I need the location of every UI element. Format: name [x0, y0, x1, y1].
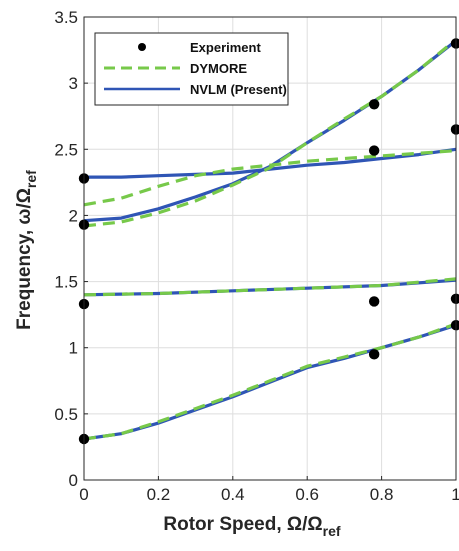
experiment-point [450, 320, 459, 331]
y-tick-label: 0.5 [54, 405, 78, 424]
y-axis-label: Frequency, ω/Ωref [14, 170, 39, 330]
y-tick-label: 3.5 [54, 8, 78, 27]
experiment-point [450, 38, 459, 49]
dymore-curve-2 [83, 277, 457, 297]
x-tick-label: 0 [79, 485, 88, 504]
x-tick-label: 0.8 [370, 485, 394, 504]
experiment-point [450, 293, 459, 304]
legend-experiment-label: Experiment [190, 40, 261, 55]
x-tick-label: 0.6 [295, 485, 319, 504]
series-curves [83, 38, 458, 441]
experiment-point [450, 124, 459, 135]
y-tick-label: 1 [69, 339, 78, 358]
y-tick-label: 2.5 [54, 140, 78, 159]
legend-nvlm-label: NVLM (Present) [190, 82, 287, 97]
x-tick-label: 0.2 [147, 485, 171, 504]
x-tick-label: 1 [451, 485, 459, 504]
experiment-markers [78, 38, 459, 445]
axis-ticks: 0 0.2 0.4 0.6 0.8 1 0 0.5 1 1.5 2 2.5 3 3.5 [54, 8, 459, 504]
dymore-curve-1 [83, 322, 457, 441]
legend-experiment-marker [138, 43, 146, 51]
dymore-curve-3 [83, 149, 457, 207]
y-tick-label: 2 [69, 206, 78, 225]
y-tick-label: 0 [69, 471, 78, 490]
experiment-point [368, 349, 380, 360]
experiment-point [368, 296, 380, 307]
experiment-point [368, 145, 380, 156]
legend: Experiment DYMORE NVLM (Present) [94, 32, 289, 106]
y-tick-label: 3 [69, 74, 78, 93]
y-tick-label: 1.5 [54, 273, 78, 292]
x-axis-label: Rotor Speed, Ω/Ωref [163, 514, 341, 539]
experiment-point [368, 99, 380, 110]
legend-dymore-label: DYMORE [190, 61, 247, 76]
dymore-curve-4 [83, 38, 458, 228]
x-tick-label: 0.4 [221, 485, 245, 504]
plot-frame [83, 16, 457, 481]
